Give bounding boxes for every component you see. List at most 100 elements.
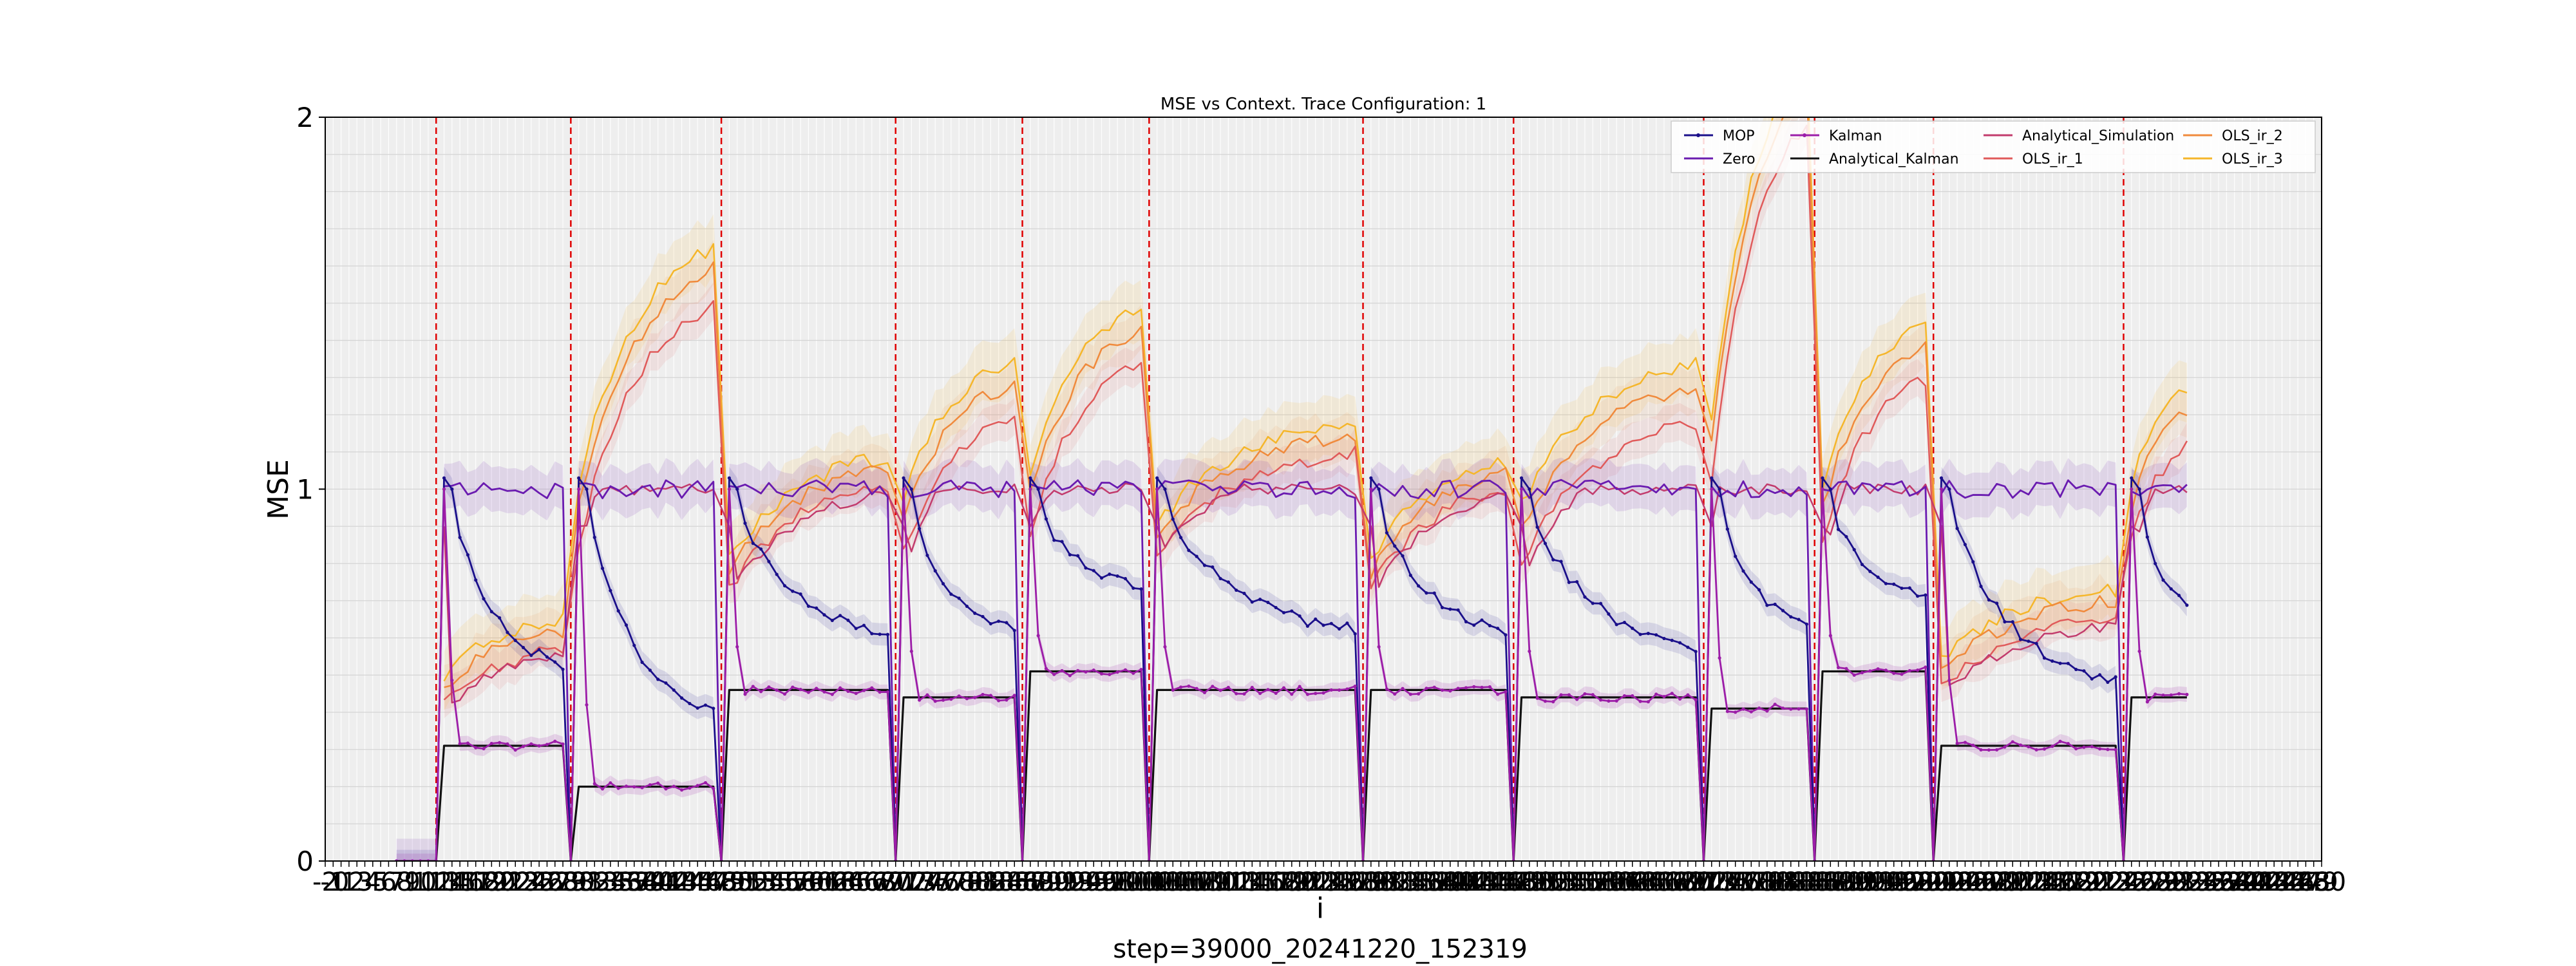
footer-label: step=39000_20241220_152319 (1113, 934, 1528, 964)
point-kalman (775, 688, 779, 692)
point-kalman (442, 487, 446, 491)
point-mop (1583, 595, 1587, 599)
x-tick-label: 151 (1513, 867, 1562, 897)
point-mop (521, 645, 526, 650)
x-tick-label: 63 (824, 867, 857, 897)
x-tick-label: 26 (531, 867, 564, 897)
point-kalman (1535, 696, 1539, 700)
x-tick-label: 84 (990, 867, 1023, 897)
x-tick-label: 148 (1489, 867, 1538, 897)
point-mop (529, 654, 533, 658)
x-tick-label: 215 (2020, 867, 2069, 897)
x-tick-label: 241 (2226, 867, 2275, 897)
x-tick-label: 206 (1949, 867, 1998, 897)
point-kalman (838, 686, 842, 690)
point-mop (2050, 659, 2054, 663)
x-tick-label: 65 (840, 867, 873, 897)
point-kalman (822, 690, 826, 694)
x-tick-label: 198 (1885, 867, 1934, 897)
x-tick-label: 9 (404, 867, 421, 897)
point-kalman (1155, 487, 1159, 491)
point-kalman (1282, 686, 1286, 690)
point-kalman (2066, 741, 2070, 746)
point-mop (2169, 587, 2173, 591)
point-kalman (498, 741, 502, 744)
x-tick-label: 107 (1164, 867, 1213, 897)
point-kalman (2106, 748, 2110, 752)
point-mop (648, 668, 652, 672)
point-mop (1916, 594, 1920, 598)
point-mop (688, 701, 692, 706)
x-tick-label: -1 (320, 867, 346, 897)
point-mop (806, 604, 810, 608)
x-tick-label: 138 (1410, 867, 1459, 897)
y-axis-label: MSE (262, 459, 295, 520)
x-tick-label: 132 (1362, 867, 1411, 897)
point-mop (1314, 617, 1318, 621)
x-tick-label: 242 (2233, 867, 2282, 897)
point-kalman (1971, 743, 1975, 747)
x-tick-label: 186 (1790, 867, 1839, 897)
point-mop (1369, 476, 1373, 480)
point-mop (1242, 591, 1246, 595)
point-kalman (1686, 693, 1690, 697)
point-mop (1488, 623, 1492, 628)
point-mop (743, 521, 747, 526)
point-kalman (1900, 672, 1904, 676)
point-mop (1012, 629, 1016, 632)
point-mop (1734, 554, 1738, 558)
point-mop (735, 487, 739, 491)
point-kalman (751, 685, 755, 688)
point-kalman (2042, 747, 2047, 751)
point-mop (1686, 645, 1690, 649)
point-kalman (1638, 699, 1642, 703)
point-kalman (1804, 707, 1808, 711)
point-kalman (1226, 685, 1230, 690)
point-kalman (1028, 487, 1032, 491)
point-mop (1670, 638, 1674, 642)
point-kalman (1123, 668, 1128, 672)
x-tick-label: 14 (435, 867, 468, 897)
x-tick-label: 68 (864, 867, 896, 897)
x-tick-label: 217 (2036, 867, 2085, 897)
x-tick-label: 129 (1338, 867, 1387, 897)
legend-label: Zero (1723, 151, 1756, 167)
x-tick-label: 22 (499, 867, 532, 897)
point-mop (782, 583, 787, 588)
point-mop (1448, 607, 1452, 611)
x-tick-label: 175 (1703, 867, 1752, 897)
point-mop (545, 655, 549, 659)
point-mop (981, 614, 985, 619)
point-kalman (1472, 685, 1476, 689)
chart-title: MSE vs Context. Trace Configuration: 1 (1160, 95, 1486, 114)
point-mop (1781, 609, 1785, 612)
point-kalman (1417, 692, 1421, 696)
point-mop (1876, 575, 1880, 579)
point-kalman (1995, 748, 1999, 752)
x-tick-label: 189 (1814, 867, 1862, 897)
x-tick-label: 64 (831, 867, 864, 897)
x-tick-label: 123 (1291, 867, 1340, 897)
x-tick-label: 51 (729, 867, 762, 897)
x-tick-label: 183 (1766, 867, 1815, 897)
x-tick-label: 163 (1608, 867, 1657, 897)
x-tick-label: 216 (2028, 867, 2077, 897)
legend-label: OLS_ir_1 (2022, 151, 2083, 167)
x-tick-label: 120 (1267, 867, 1316, 897)
x-tick-label: 180 (1743, 867, 1792, 897)
point-mop (600, 566, 605, 571)
point-mop (1757, 588, 1761, 592)
point-mop (1725, 527, 1729, 531)
point-mop (1551, 558, 1555, 562)
series-line-ols-ir-1 (443, 124, 2188, 701)
point-kalman (1369, 487, 1373, 491)
y-tick-label: 0 (296, 846, 314, 877)
x-tick-label: 199 (1893, 867, 1942, 897)
point-kalman (2011, 740, 2014, 744)
x-tick-label: 71 (887, 867, 920, 897)
point-mop (609, 589, 612, 592)
x-tick-label: 190 (1822, 867, 1871, 897)
point-kalman (592, 782, 596, 786)
x-tick-label: 44 (673, 867, 706, 897)
point-mop (727, 476, 731, 480)
